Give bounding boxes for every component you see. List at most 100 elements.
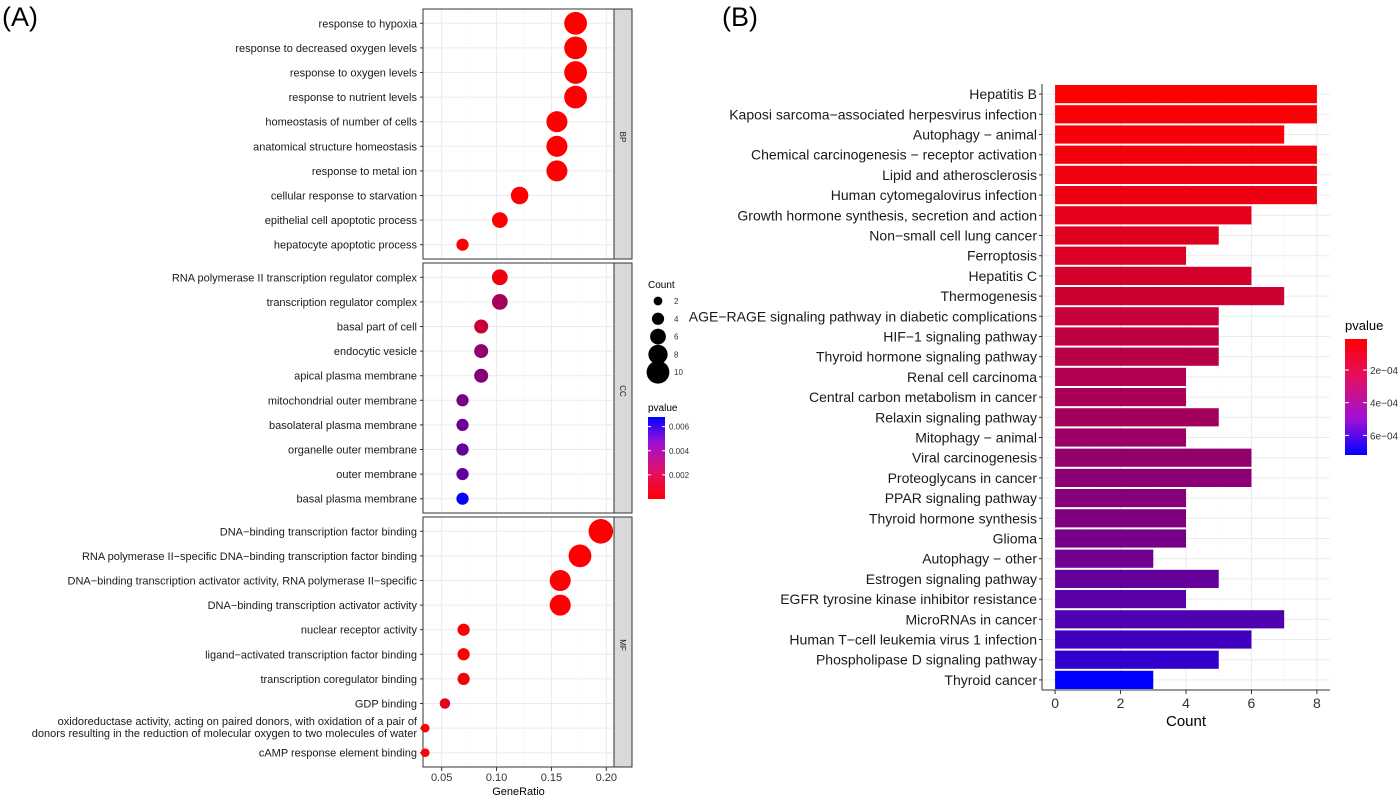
category-label: Thyroid hormone synthesis [869, 510, 1037, 526]
bar [1055, 367, 1186, 386]
data-point [457, 672, 470, 686]
bar [1055, 145, 1317, 164]
data-point [564, 61, 587, 84]
bar [1055, 125, 1285, 144]
data-point [439, 698, 451, 709]
x-axis-title: GeneRatio [492, 786, 545, 798]
term-label: RNA polymerase II−specific DNA−binding t… [82, 551, 417, 563]
panel-a-label: (A) [2, 2, 38, 32]
category-label: Thermogenesis [941, 288, 1038, 304]
color-legend-label: 0.004 [669, 447, 690, 456]
size-legend-dot [648, 344, 668, 365]
size-legend-dot [651, 312, 665, 325]
term-label: homeostasis of number of cells [265, 117, 417, 129]
data-point [456, 394, 469, 407]
data-point [456, 467, 469, 481]
data-point [491, 269, 508, 286]
category-label: Central carbon metabolism in cancer [809, 389, 1037, 405]
category-label: Hepatitis B [969, 86, 1037, 102]
color-legend-label: 0.006 [669, 423, 690, 432]
category-label: HIF−1 signaling pathway [883, 329, 1037, 345]
data-point [546, 160, 568, 182]
bar [1055, 307, 1219, 326]
size-legend-label: 4 [674, 315, 679, 324]
category-label: PPAR signaling pathway [885, 490, 1037, 506]
category-label: Lipid and atherosclerosis [882, 167, 1037, 183]
size-legend-label: 2 [674, 297, 679, 306]
term-label: outer membrane [336, 469, 417, 481]
term-label: hepatocyte apoptotic process [274, 240, 418, 252]
bar [1055, 186, 1317, 205]
size-legend-label: 8 [674, 350, 679, 359]
size-legend-dot [646, 360, 670, 384]
category-label: Autophagy − animal [913, 127, 1037, 143]
x-tick-label: 0.05 [431, 772, 452, 784]
data-point [546, 111, 568, 133]
x-tick-label: 6 [1248, 695, 1256, 711]
color-legend-bar [1345, 339, 1367, 455]
bar [1055, 610, 1285, 629]
bar [1055, 105, 1317, 124]
bar [1055, 347, 1219, 366]
bar [1055, 468, 1252, 487]
category-label: Kaposi sarcoma−associated herpesvirus in… [729, 106, 1037, 122]
facet-strip-label: CC [618, 385, 627, 397]
category-label: Mitophagy − animal [915, 430, 1037, 446]
bar [1055, 206, 1252, 225]
bar [1055, 650, 1219, 669]
data-point [546, 135, 568, 157]
category-label: Glioma [993, 531, 1038, 547]
bar [1055, 85, 1317, 104]
term-label: basal part of cell [337, 322, 417, 334]
bar [1055, 327, 1219, 346]
data-point [474, 344, 489, 359]
category-label: MicroRNAs in cancer [906, 611, 1038, 627]
term-label: response to decreased oxygen levels [235, 43, 417, 55]
bar [1055, 165, 1317, 184]
bar [1055, 226, 1219, 245]
term-label: response to oxygen levels [290, 68, 418, 80]
term-label: cellular response to starvation [271, 191, 417, 203]
facet-background [423, 263, 614, 513]
facet-strip [613, 8, 633, 260]
x-tick-label: 0 [1051, 695, 1059, 711]
data-point [456, 492, 469, 505]
category-label: Autophagy − other [922, 551, 1037, 567]
bar [1055, 670, 1154, 689]
data-point [456, 443, 469, 456]
term-label: anatomical structure homeostasis [253, 141, 417, 153]
category-label: Chemical carcinogenesis − receptor activ… [751, 147, 1037, 163]
term-label: transcription regulator complex [267, 297, 418, 309]
facet-cc: CC RNA polymerase II transcription regula… [172, 262, 633, 514]
category-label: Human cytomegalovirus infection [831, 187, 1037, 203]
data-point [457, 648, 470, 661]
term-label: GDP binding [355, 699, 417, 711]
data-point [491, 294, 508, 310]
data-point [564, 36, 587, 60]
term-label: apical plasma membrane [294, 371, 417, 383]
data-point [491, 212, 508, 228]
facet-strip [613, 516, 633, 768]
category-label: Estrogen signaling pathway [866, 571, 1037, 587]
data-point [588, 519, 614, 544]
term-label: DNA−binding transcription activator acti… [208, 600, 418, 612]
term-label: endocytic vesicle [334, 346, 417, 358]
term-label: cAMP response element binding [259, 748, 417, 760]
category-label: Non−small cell lung cancer [869, 228, 1037, 244]
facet-strip-label: BP [618, 132, 627, 143]
panel-a-dotplot: BP response to hypoxia response to decreas… [32, 8, 690, 798]
x-tick-label: 0.10 [486, 772, 507, 784]
color-legend-bar [648, 417, 665, 499]
color-legend-title: pvalue [1345, 318, 1383, 333]
term-label: epithelial cell apoptotic process [265, 215, 418, 227]
color-legend-label: 6e−04 [1370, 431, 1399, 442]
term-label-line: oxidoreductase activity, acting on paire… [58, 716, 418, 728]
bar [1055, 590, 1186, 609]
facet-mf: MF DNA−binding transcription factor bindi… [32, 516, 633, 768]
size-legend-label: 10 [674, 368, 683, 377]
term-label: transcription coregulator binding [260, 674, 417, 686]
bar [1055, 388, 1186, 407]
data-point [549, 569, 571, 592]
term-label: response to metal ion [312, 166, 417, 178]
